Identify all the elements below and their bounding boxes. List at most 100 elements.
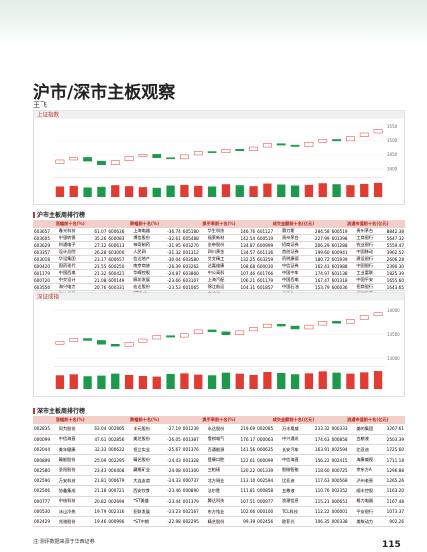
cell: 利通电子 bbox=[57, 241, 83, 249]
candle bbox=[373, 312, 383, 316]
cell: 156.22 bbox=[305, 454, 331, 466]
table-row: 600420 国药现代 21.55 600250 南京商旅 -26.39 603262 达嘉维… bbox=[33, 262, 405, 270]
cell: 001339 bbox=[256, 465, 281, 476]
volume-bar bbox=[360, 183, 369, 197]
volume-bar bbox=[180, 373, 189, 389]
table-row: 002506 协鑫集成 21.18 000721 西安饮食 -23.46 000890 法尔胜… bbox=[33, 485, 405, 497]
cell: 106.35 bbox=[305, 516, 331, 528]
volume-bar bbox=[152, 187, 161, 197]
cell: 赣能股份 bbox=[57, 454, 83, 466]
cell: 恒立实业 bbox=[132, 444, 157, 456]
cell: 欧菲光 bbox=[280, 516, 306, 528]
cell: 603000 bbox=[107, 248, 133, 256]
cell: 603657 bbox=[33, 228, 58, 235]
cell: 工业富联 bbox=[355, 269, 381, 277]
cell: 华生科技 bbox=[206, 228, 232, 235]
cell: 亚联发展 bbox=[132, 506, 157, 518]
cell: -23.44 bbox=[156, 496, 182, 507]
cell: 长安汽车 bbox=[280, 444, 306, 456]
cell: 000679 bbox=[107, 475, 133, 487]
column-header: 换手率前十名(%) bbox=[181, 220, 257, 228]
cell: 达嘉维康 bbox=[206, 262, 232, 270]
volume-bar bbox=[373, 371, 383, 389]
cell: -36.74 bbox=[156, 228, 182, 235]
cell: 19.79 bbox=[82, 506, 108, 518]
cell: 162.43 bbox=[305, 262, 331, 270]
cell: 招商银行 bbox=[355, 283, 381, 291]
cell: 赛力斯 bbox=[280, 228, 306, 235]
cell: 000890 bbox=[181, 485, 207, 497]
cell: 600149 bbox=[107, 276, 133, 284]
candle bbox=[166, 157, 175, 160]
cell: -24.43 bbox=[156, 454, 182, 466]
cell: 1655.60 bbox=[380, 276, 405, 284]
volume-bar bbox=[69, 185, 78, 197]
volume-bar bbox=[55, 375, 65, 389]
cell: 134.57 bbox=[231, 248, 257, 256]
cell: 廊坊发展 bbox=[132, 276, 157, 284]
cell: 中银转债 bbox=[57, 234, 83, 242]
volume-bar bbox=[124, 374, 134, 389]
cell: 19.46 bbox=[82, 516, 108, 528]
cell: 601288 bbox=[330, 241, 356, 249]
cell: 000100 bbox=[256, 506, 281, 518]
cell: 002352 bbox=[330, 485, 356, 497]
cell: 丰元股份 bbox=[132, 424, 157, 435]
candle bbox=[263, 323, 272, 328]
cell: 中信海直 bbox=[57, 434, 83, 446]
table-row: 002429 兆驰股份 19.46 000996 *ST中期 -22.98 002295 精艺… bbox=[33, 516, 405, 528]
cell: 600420 bbox=[33, 262, 58, 270]
candle bbox=[55, 341, 65, 345]
cell: 设计总院 bbox=[57, 248, 83, 256]
cell: 002594 bbox=[330, 444, 356, 456]
cell: 5647.32 bbox=[380, 234, 405, 242]
candle bbox=[97, 160, 106, 166]
cell: 600519 bbox=[256, 234, 281, 242]
cell: 603107 bbox=[181, 276, 207, 284]
chart-header bbox=[33, 110, 405, 119]
cell: 海兴电力 bbox=[57, 283, 83, 291]
candle bbox=[69, 338, 79, 342]
cell: 117.63 bbox=[305, 475, 331, 487]
cell: 102.66 bbox=[231, 506, 257, 518]
cell: 601766 bbox=[256, 269, 281, 277]
cell: *ST美盛 bbox=[132, 496, 157, 507]
cell: 002044 bbox=[33, 444, 58, 456]
cell: 600999 bbox=[256, 241, 281, 249]
cell: 002456 bbox=[256, 516, 281, 528]
cell: 600720 bbox=[33, 276, 58, 284]
cell: -24.33 bbox=[156, 475, 182, 487]
volume-bar bbox=[373, 182, 383, 197]
page-number: 115 bbox=[382, 540, 401, 550]
cell: 000777 bbox=[33, 496, 58, 507]
y-tick-label: 3550 bbox=[387, 124, 398, 129]
cell: 上海汽配 bbox=[206, 276, 232, 284]
volume-bar bbox=[152, 376, 161, 389]
volume-bar bbox=[290, 374, 300, 389]
table-row: 603018 华设集团 23.17 600657 信达地产 -30.04 603580 艾艾精… bbox=[33, 255, 405, 263]
candle bbox=[55, 159, 65, 164]
header-row: 涨幅前十名(%) 跌幅前十名(%) 换手率前十名(%) 成交金额前十名(亿元) 流通市值… bbox=[33, 220, 405, 228]
cell: 登康口腔 bbox=[206, 454, 232, 466]
cell: 8842.38 bbox=[380, 228, 405, 235]
cell: 春光科技 bbox=[57, 228, 83, 235]
cell: 132.25 bbox=[231, 255, 257, 263]
volume-bar bbox=[360, 372, 369, 389]
y-tick-label: 3400 bbox=[387, 166, 398, 171]
volume-bar bbox=[277, 184, 286, 197]
cell: 25.09 bbox=[82, 454, 108, 466]
cell: 中国平安 bbox=[355, 276, 381, 284]
volume-bar bbox=[332, 372, 341, 389]
y-tick-label: 13000 bbox=[387, 356, 400, 361]
cell: 174.97 bbox=[305, 269, 331, 277]
cell: 600519 bbox=[330, 228, 356, 235]
cell: 中国西电 bbox=[280, 276, 306, 284]
cell: *ST中期 bbox=[132, 516, 157, 528]
candle bbox=[138, 338, 148, 343]
cell: 大连友谊 bbox=[132, 475, 157, 487]
cell: 三柏硕 bbox=[206, 465, 232, 476]
cell: 雪祺电气 bbox=[206, 434, 232, 446]
cell: 000408 bbox=[107, 465, 133, 476]
cell: -22.98 bbox=[156, 516, 182, 528]
cell: 2503.39 bbox=[380, 434, 405, 446]
